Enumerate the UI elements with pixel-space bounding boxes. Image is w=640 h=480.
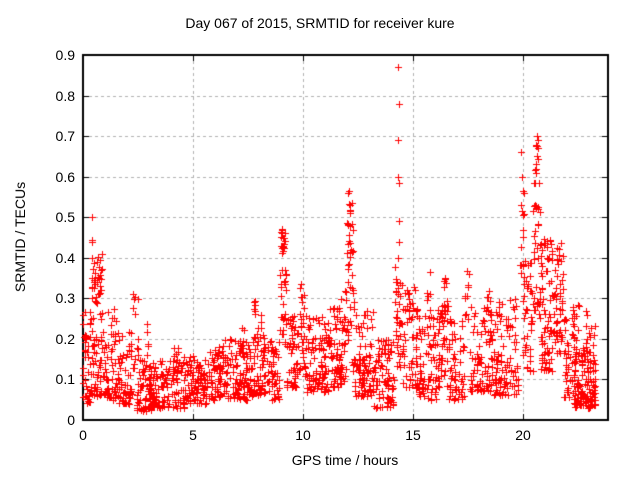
y-tick-label: 0.7 (55, 128, 75, 144)
y-tick-label: 0.5 (55, 209, 75, 225)
chart-title: Day 067 of 2015, SRMTID for receiver kur… (185, 15, 455, 31)
y-tick-label: 0.1 (55, 371, 75, 387)
x-axis-label: GPS time / hours (291, 452, 399, 468)
x-tick-label: 10 (295, 427, 311, 443)
x-tick-label: 0 (79, 427, 87, 443)
y-axis-label: SRMTID / TECUs (12, 181, 28, 293)
y-tick-label: 0.6 (55, 169, 75, 185)
y-tick-label: 0.2 (55, 331, 75, 347)
y-tick-label: 0.3 (55, 290, 75, 306)
y-tick-label: 0 (67, 412, 75, 428)
x-tick-label: 15 (405, 427, 421, 443)
y-tick-label: 0.4 (55, 250, 75, 266)
y-tick-label: 0.9 (55, 47, 75, 63)
x-tick-label: 20 (515, 427, 531, 443)
y-tick-label: 0.8 (55, 88, 75, 104)
x-tick-label: 5 (189, 427, 197, 443)
